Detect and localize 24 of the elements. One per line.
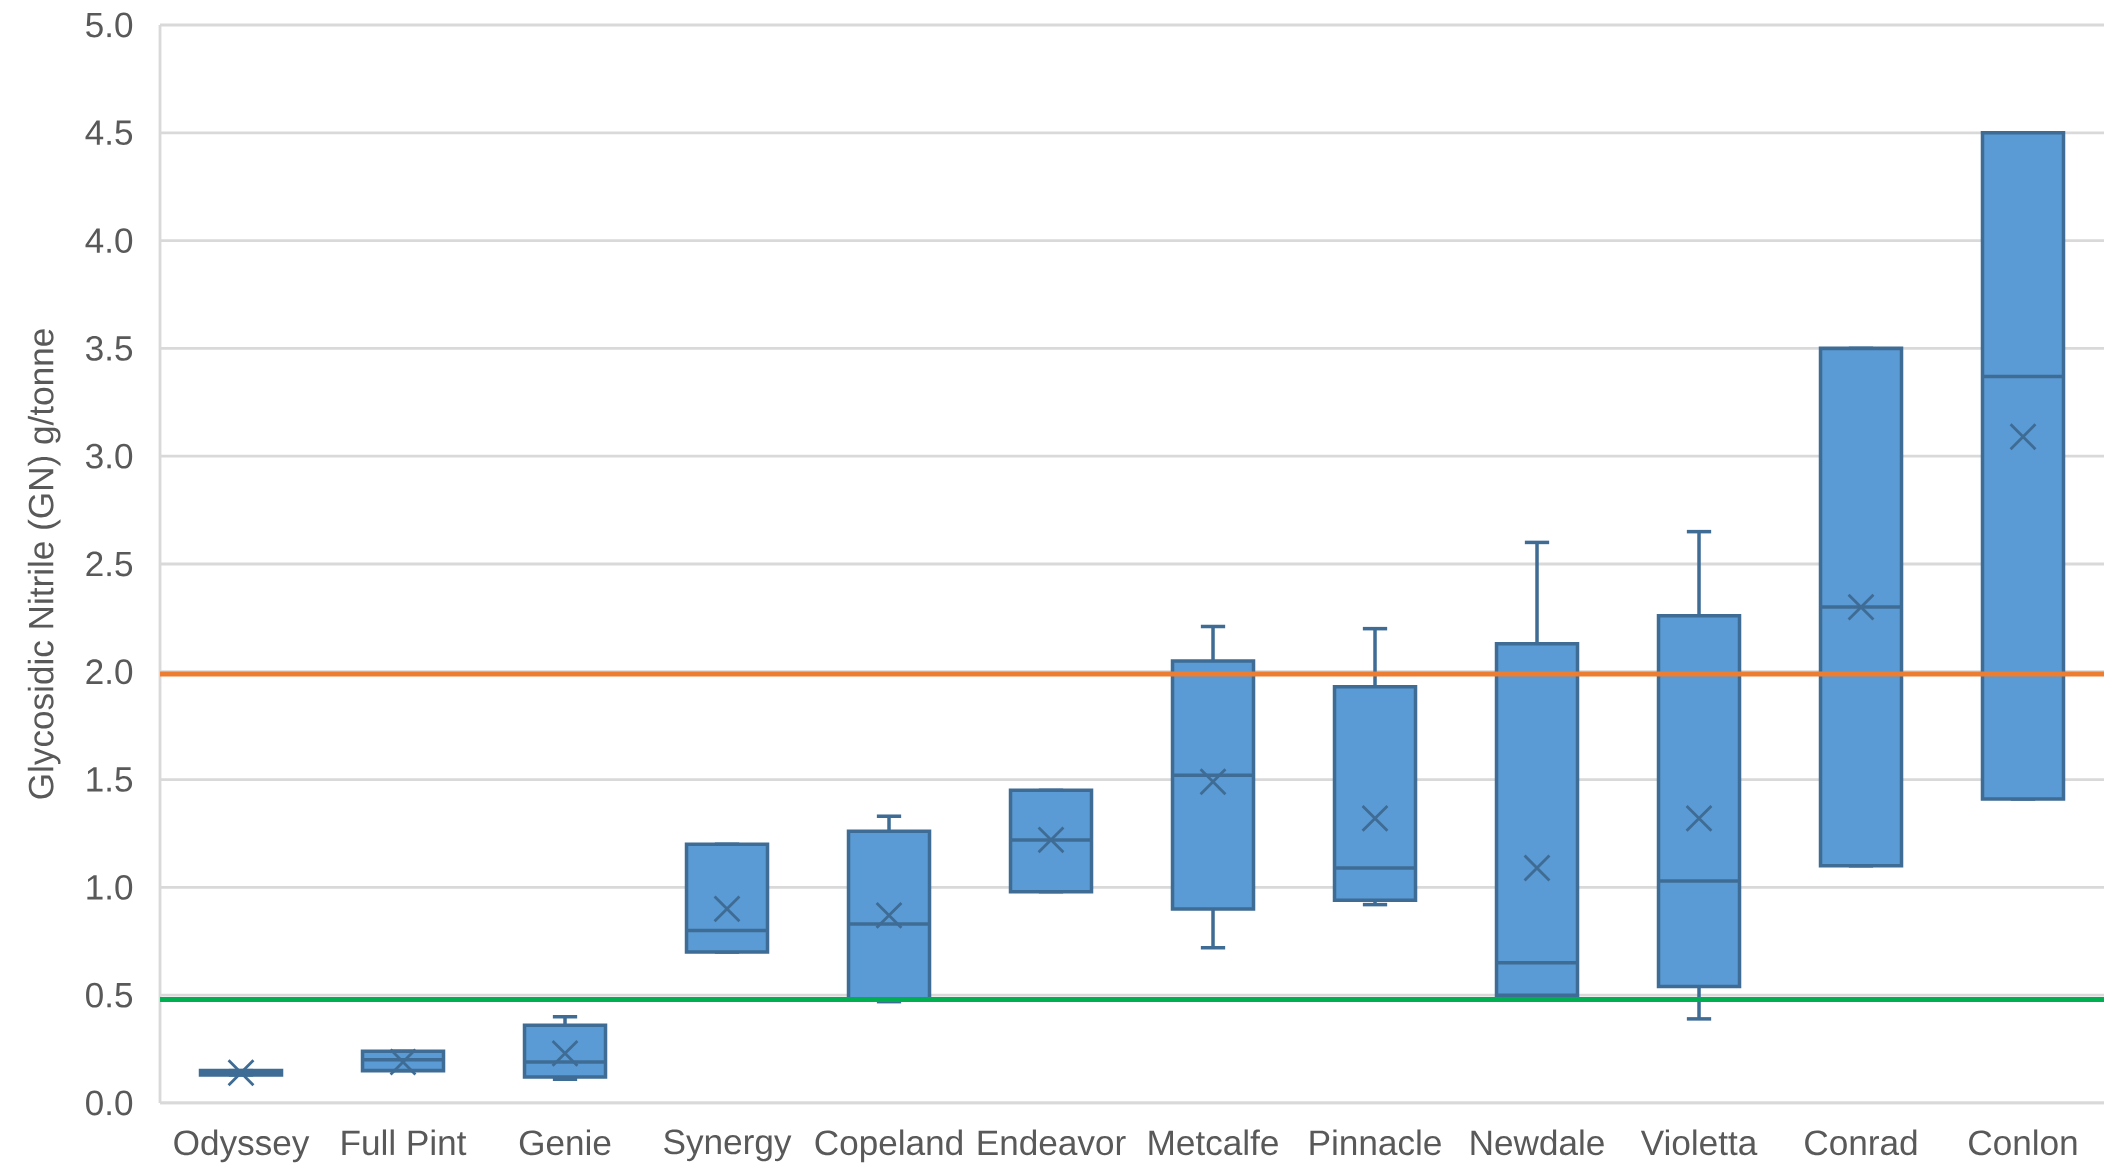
y-tick-label: 3.0 bbox=[86, 443, 133, 469]
y-tick-label: 1.5 bbox=[87, 767, 133, 792]
x-tick-label: Metcalfe bbox=[1149, 1129, 1278, 1156]
x-tick-label: Newdale bbox=[1471, 1129, 1604, 1156]
x-tick-label: Synergy bbox=[664, 1129, 792, 1162]
x-tick-label: Full Pint bbox=[342, 1129, 467, 1156]
x-tick-label: Copeland bbox=[815, 1129, 962, 1163]
x-tick-label: Violetta bbox=[1640, 1129, 1758, 1156]
x-tick-label: Pinnacle bbox=[1310, 1129, 1441, 1156]
y-axis-title: Glycosidic Nitrile (GN) g/tonne bbox=[27, 329, 61, 799]
x-tick-label: Conrad bbox=[1805, 1129, 1917, 1156]
x-tick-label: Genie bbox=[519, 1129, 611, 1156]
y-tick-label: 0.0 bbox=[86, 1090, 133, 1116]
y-tick-label: 2.0 bbox=[86, 659, 133, 685]
y-tick-label: 4.5 bbox=[85, 120, 133, 146]
x-tick-label: Odyssey bbox=[174, 1129, 310, 1163]
y-tick-label: 4.0 bbox=[85, 228, 133, 254]
y-tick-label: 0.5 bbox=[86, 982, 133, 1008]
x-tick-label: Conlon bbox=[1969, 1129, 2077, 1156]
x-tick-label: Endeavor bbox=[978, 1129, 1126, 1156]
y-tick-label: 1.0 bbox=[87, 874, 133, 900]
y-tick-label: 3.5 bbox=[86, 335, 133, 361]
y-tick-label: 2.5 bbox=[86, 551, 133, 577]
y-tick-label: 5.0 bbox=[86, 12, 133, 38]
